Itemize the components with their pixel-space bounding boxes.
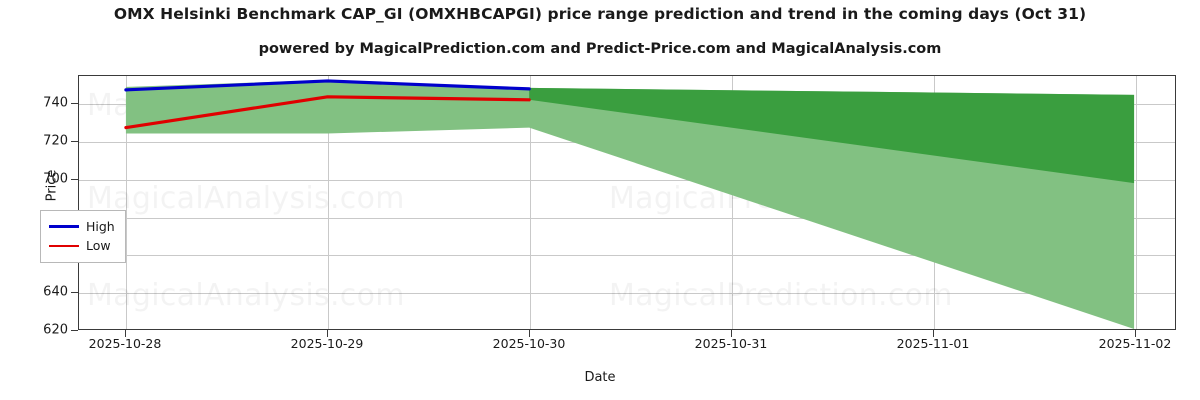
x-axis-label: Date [584, 370, 616, 385]
x-tick-mark-2025-10-29 [327, 330, 328, 337]
legend-swatch-low-icon [49, 244, 79, 248]
chart-title: OMX Helsinki Benchmark CAP_GI (OMXHBCAPG… [113, 5, 1087, 23]
chart-subtitle: powered by MagicalPrediction.com and Pre… [258, 41, 942, 57]
y-tick-mark-720 [71, 141, 78, 142]
y-tick-label-740: 740 [43, 95, 68, 111]
y-tick-mark-620 [71, 330, 78, 331]
gridline-680 [79, 218, 1175, 219]
x-tick-label-2025-10-30: 2025-10-30 [492, 336, 566, 351]
x-tick-mark-2025-11-01 [933, 330, 934, 337]
gridline-2025-11-02 [1136, 76, 1137, 329]
plot-area: MagicalAnalysis.com MagicalPrediction.co… [78, 75, 1176, 330]
series-canvas [124, 79, 1135, 329]
gridline-2025-10-28 [126, 76, 127, 329]
y-tick-label-620: 620 [43, 322, 68, 338]
series-low-line [124, 95, 531, 130]
y-tick-label-720: 720 [43, 133, 68, 149]
x-tick-label-2025-10-31: 2025-10-31 [694, 336, 768, 351]
gridline-2025-10-29 [328, 76, 329, 329]
series-high-line [124, 79, 531, 92]
x-tick-label-2025-10-29: 2025-10-29 [290, 336, 364, 351]
y-tick-label-700: 700 [43, 171, 68, 187]
band-inner-range [529, 87, 1135, 184]
x-tick-mark-2025-10-28 [125, 330, 126, 337]
x-tick-mark-2025-10-30 [529, 330, 530, 337]
y-tick-mark-640 [71, 292, 78, 293]
legend-swatch-high-icon [49, 225, 79, 228]
chart-legend: High Low [40, 210, 126, 263]
gridline-660 [79, 255, 1175, 256]
gridline-640 [79, 293, 1175, 294]
x-tick-mark-2025-11-02 [1135, 330, 1136, 337]
y-tick-mark-700 [71, 179, 78, 180]
gridline-700 [79, 180, 1175, 181]
legend-item-high: High [49, 217, 115, 236]
x-tick-label-2025-11-01: 2025-11-01 [896, 336, 970, 351]
x-tick-label-2025-11-02: 2025-11-02 [1098, 336, 1172, 351]
gridline-2025-10-30 [530, 76, 531, 329]
legend-label-low: Low [86, 238, 111, 254]
y-tick-label-640: 640 [43, 284, 68, 300]
x-tick-label-2025-10-28: 2025-10-28 [88, 336, 162, 351]
gridline-2025-10-31 [732, 76, 733, 329]
y-tick-mark-740 [71, 103, 78, 104]
x-tick-mark-2025-10-31 [731, 330, 732, 337]
legend-label-high: High [86, 219, 115, 234]
legend-item-low: Low [49, 236, 115, 255]
